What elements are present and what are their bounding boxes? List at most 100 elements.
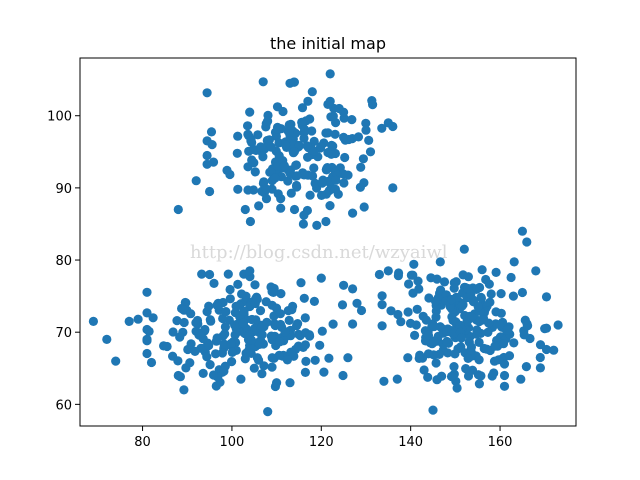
data-point: [185, 358, 195, 368]
data-point: [413, 276, 423, 286]
data-point: [251, 315, 261, 325]
data-point: [361, 125, 371, 135]
data-point: [247, 335, 257, 345]
data-point: [173, 204, 183, 215]
data-point: [266, 142, 276, 152]
data-point: [377, 291, 387, 301]
data-point: [476, 292, 486, 302]
data-point: [281, 140, 291, 150]
data-point: [486, 289, 496, 299]
data-point: [317, 326, 327, 336]
data-point: [257, 330, 267, 340]
y-tick-label: 60: [55, 398, 72, 413]
data-point: [463, 272, 473, 282]
data-point: [549, 345, 559, 355]
data-point: [517, 287, 528, 298]
data-point: [299, 210, 309, 220]
data-point: [509, 338, 519, 348]
data-point: [289, 146, 299, 157]
data-point: [368, 100, 378, 110]
data-point: [250, 280, 260, 290]
data-point: [272, 378, 282, 388]
data-point: [280, 327, 290, 337]
data-point: [238, 318, 248, 328]
data-point: [246, 136, 256, 146]
data-point: [310, 178, 320, 188]
data-point: [459, 244, 469, 254]
data-point: [337, 300, 348, 310]
data-point: [312, 220, 322, 230]
data-point: [173, 356, 183, 366]
x-tick-label: 140: [398, 435, 423, 450]
data-point: [321, 165, 331, 175]
data-point: [236, 374, 246, 384]
data-point: [535, 340, 546, 350]
data-point: [467, 312, 477, 322]
data-point: [258, 152, 268, 162]
data-point: [509, 257, 519, 267]
data-point: [531, 266, 541, 276]
data-point: [212, 333, 222, 343]
data-point: [403, 353, 413, 363]
data-point: [421, 315, 431, 325]
data-point: [291, 160, 301, 170]
data-point: [535, 352, 545, 363]
data-point: [379, 376, 389, 386]
data-point: [296, 278, 306, 288]
data-point: [403, 307, 413, 317]
data-point: [205, 269, 215, 280]
data-point: [446, 294, 457, 305]
data-point: [429, 336, 439, 346]
data-point: [519, 330, 529, 340]
data-point: [323, 128, 333, 138]
data-point: [168, 327, 178, 337]
data-point: [498, 339, 509, 349]
data-point: [356, 305, 367, 316]
data-point: [303, 96, 313, 106]
data-point: [202, 150, 212, 161]
data-point: [496, 289, 506, 299]
data-point: [289, 204, 300, 215]
data-point: [361, 118, 371, 128]
data-point: [522, 237, 532, 247]
data-point: [162, 341, 172, 352]
data-point: [437, 371, 447, 381]
data-point: [142, 334, 152, 344]
data-point: [172, 316, 182, 326]
data-point: [449, 283, 459, 293]
data-point: [292, 182, 302, 192]
x-tick-label: 100: [220, 435, 245, 450]
data-point: [339, 178, 349, 188]
data-point: [338, 370, 348, 381]
data-point: [292, 321, 302, 331]
data-point: [316, 273, 326, 283]
data-point: [448, 329, 458, 339]
data-point: [352, 298, 362, 308]
data-point: [414, 353, 424, 363]
data-point: [432, 274, 442, 284]
y-tick-label: 70: [55, 326, 72, 341]
data-point: [142, 287, 152, 297]
data-point: [364, 135, 374, 145]
data-point: [325, 201, 335, 211]
data-point: [300, 124, 310, 135]
data-point: [463, 283, 473, 294]
data-point: [212, 300, 222, 310]
data-point: [429, 321, 439, 332]
data-point: [355, 182, 365, 192]
data-point: [254, 355, 264, 365]
data-point: [452, 383, 462, 393]
data-point: [474, 337, 484, 347]
data-point: [273, 124, 283, 134]
data-point: [377, 300, 387, 310]
data-point: [323, 147, 333, 158]
data-point: [220, 322, 230, 332]
data-point: [264, 135, 274, 145]
data-point: [472, 325, 482, 335]
data-point: [254, 201, 264, 211]
x-tick-label: 120: [309, 435, 334, 450]
data-point: [487, 371, 497, 381]
data-point: [245, 107, 255, 117]
data-point: [461, 364, 471, 374]
data-point: [285, 78, 295, 88]
